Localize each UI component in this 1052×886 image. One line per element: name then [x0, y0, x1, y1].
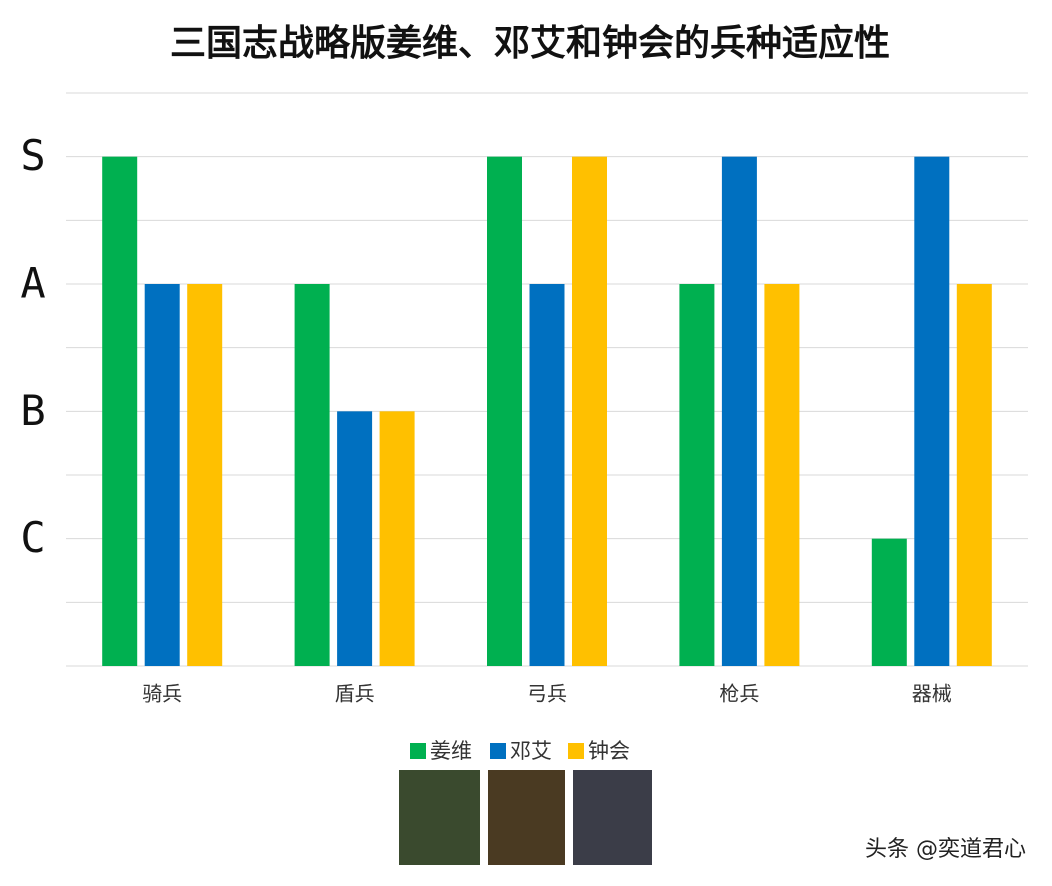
portrait [573, 770, 652, 865]
bar [487, 156, 522, 666]
y-tick-label: A [20, 259, 45, 308]
bar [144, 284, 180, 666]
bar [379, 411, 415, 666]
bar [871, 538, 907, 666]
legend-label: 姜维 [430, 739, 472, 763]
y-tick-label: S [20, 131, 45, 180]
legend-swatch [490, 743, 506, 759]
legend-label: 邓艾 [510, 739, 552, 763]
legend-swatch [410, 743, 426, 759]
bar [337, 411, 373, 666]
legend-swatch [568, 743, 584, 759]
portrait [488, 770, 565, 865]
bar [529, 284, 565, 666]
x-tick-label: 枪兵 [719, 682, 759, 706]
x-tick-label: 器械 [912, 682, 952, 706]
bar [679, 284, 715, 666]
x-tick-label: 盾兵 [335, 682, 375, 706]
bar [764, 284, 800, 666]
watermark: 头条 @奕道君心 [865, 837, 1026, 862]
chart-title: 三国志战略版姜维、邓艾和钟会的兵种适应性 [170, 23, 890, 64]
x-tick-label: 弓兵 [527, 682, 567, 706]
bar [914, 156, 950, 666]
legend-label: 钟会 [588, 739, 630, 763]
portrait [399, 770, 480, 865]
bar [721, 156, 757, 666]
portraits [399, 770, 652, 865]
bar [102, 156, 138, 666]
y-tick-label: C [20, 513, 45, 562]
y-tick-label: B [20, 386, 45, 435]
bar [294, 284, 330, 666]
bar [956, 284, 992, 666]
bar [572, 156, 607, 666]
bar [187, 284, 223, 666]
x-tick-label: 骑兵 [142, 682, 182, 706]
